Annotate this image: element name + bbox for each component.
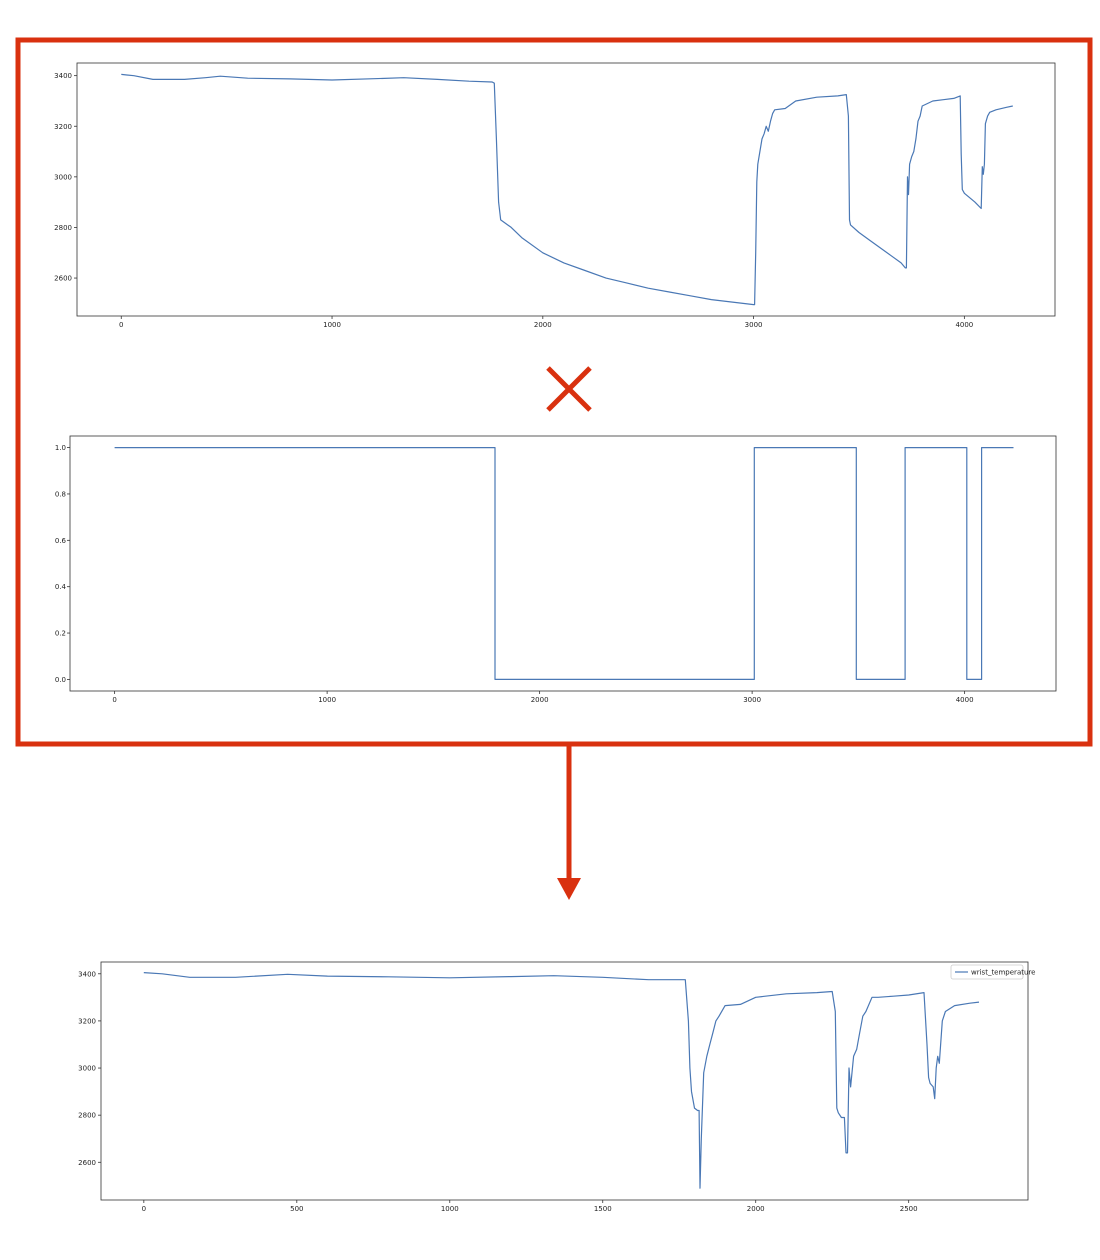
highlight-frame [15,37,1093,747]
x-tick-label: 500 [290,1205,303,1213]
y-tick-label: 3400 [54,72,72,80]
y-tick-label: 3000 [54,173,72,181]
legend-box [950,964,1024,980]
y-tick-label: 2600 [78,1159,96,1167]
x-tick-label: 3000 [743,696,761,704]
series-line [121,73,1013,306]
y-tick-label: 0.8 [55,490,66,498]
y-tick-label: 0.4 [55,583,67,591]
masked-temperature-chart: 0 500 1000 1500 2000 2500 2600 2800 3000 3200 3400… [78,961,1035,1213]
x-tick-label: 1000 [323,321,341,329]
x-tick-label: 3000 [745,321,763,329]
x-tick-label: 0 [119,321,123,329]
y-tick-label: 3400 [78,970,96,978]
series-line [114,447,1014,681]
plot-area-frame [100,961,1029,1201]
plot-area-frame [69,435,1057,692]
y-tick-label: 1.0 [55,444,66,452]
x-tick-label: 1000 [441,1205,459,1213]
x-tick-label: 2500 [900,1205,918,1213]
y-tick-label: 2600 [54,275,72,283]
y-tick-label: 0.0 [55,676,66,684]
y-tick-label: 3200 [78,1017,96,1025]
x-tick-label: 0 [112,696,116,704]
series-line-wrist-temperature [143,972,980,1189]
legend-label: wrist_temperature [971,969,1035,977]
x-tick-label: 4000 [955,321,973,329]
x-tick-label: 1500 [594,1205,612,1213]
y-tick-label: 3200 [54,123,72,131]
y-tick-label: 0.2 [55,630,66,638]
x-tick-label: 4000 [956,696,974,704]
x-tick-label: 2000 [534,321,552,329]
mask-chart: 0 1000 2000 3000 4000 0.0 0.2 0.4 0.6 0.8 1.0 [55,435,1057,704]
y-tick-label: 0.6 [55,537,67,545]
x-tick-label: 0 [142,1205,146,1213]
x-tick-label: 2000 [747,1205,765,1213]
x-tick-label: 2000 [531,696,549,704]
multiply-x-icon [546,366,592,412]
temperature-chart: 0 1000 2000 3000 4000 2600 2800 3000 3200 3400 [54,62,1056,329]
x-tick-label: 1000 [318,696,336,704]
y-tick-label: 3000 [78,1065,96,1073]
down-arrow-icon [557,746,581,900]
y-tick-label: 2800 [78,1112,96,1120]
plot-area-frame [76,62,1056,317]
y-tick-label: 2800 [54,224,72,232]
